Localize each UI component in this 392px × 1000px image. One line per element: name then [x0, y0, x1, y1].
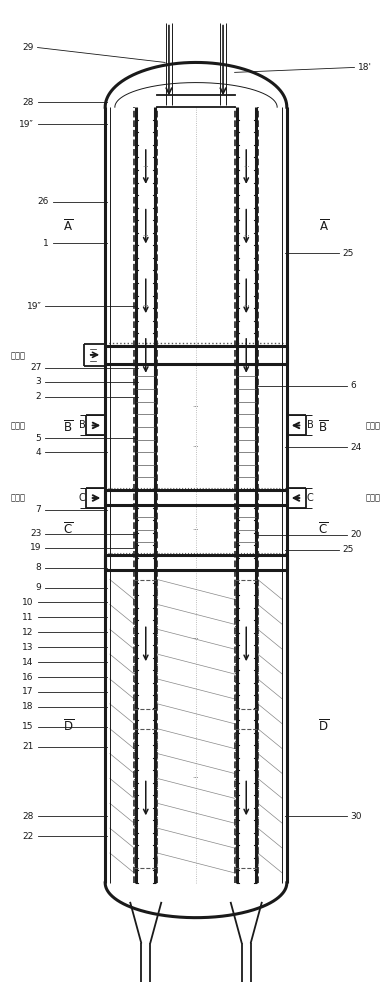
Text: B: B — [307, 420, 313, 430]
Text: ···: ··· — [142, 233, 149, 239]
Text: 1: 1 — [44, 239, 49, 248]
Text: 19″: 19″ — [27, 302, 42, 311]
Text: 21: 21 — [22, 742, 34, 751]
Text: 9: 9 — [36, 583, 42, 592]
Text: ···: ··· — [243, 303, 250, 309]
Text: $\overline{\mathrm{C}}$: $\overline{\mathrm{C}}$ — [318, 522, 328, 538]
Text: 烟气进: 烟气进 — [366, 494, 381, 503]
Text: 17: 17 — [22, 687, 34, 696]
Text: 19″: 19″ — [19, 120, 34, 129]
Text: B: B — [79, 420, 85, 430]
Text: 19: 19 — [30, 543, 42, 552]
Text: 18: 18 — [22, 702, 34, 711]
Text: 30: 30 — [350, 812, 362, 821]
Text: 23: 23 — [30, 529, 42, 538]
Text: ···: ··· — [192, 636, 200, 642]
Text: 22: 22 — [22, 832, 34, 841]
Text: 氨气进: 氨气进 — [11, 421, 26, 430]
Text: ···: ··· — [243, 233, 250, 239]
Text: 11: 11 — [22, 613, 34, 622]
Text: $\overline{\mathrm{B}}$: $\overline{\mathrm{B}}$ — [64, 419, 74, 435]
Text: 28: 28 — [22, 98, 34, 107]
Text: 16: 16 — [22, 673, 34, 682]
Text: 烟气出: 烟气出 — [11, 351, 26, 360]
Text: 13: 13 — [22, 643, 34, 652]
Text: 25: 25 — [343, 249, 354, 258]
Text: 20: 20 — [350, 530, 362, 539]
Text: 27: 27 — [30, 363, 42, 372]
Text: 10: 10 — [22, 598, 34, 607]
Text: 4: 4 — [36, 448, 42, 457]
Text: $\overline{\mathrm{A}}$: $\overline{\mathrm{A}}$ — [64, 219, 73, 234]
Text: 2: 2 — [36, 392, 42, 401]
Text: 3: 3 — [36, 377, 42, 386]
Text: ···: ··· — [142, 303, 149, 309]
Text: 氨气进: 氨气进 — [366, 421, 381, 430]
Text: $\overline{\mathrm{D}}$: $\overline{\mathrm{D}}$ — [63, 718, 74, 734]
Text: $\overline{\mathrm{A}}$: $\overline{\mathrm{A}}$ — [319, 219, 328, 234]
Text: 18': 18' — [358, 63, 372, 72]
Text: ···: ··· — [192, 444, 200, 450]
Text: ···: ··· — [243, 164, 250, 170]
Text: 14: 14 — [22, 658, 34, 667]
Text: ···: ··· — [192, 527, 200, 533]
Text: 6: 6 — [350, 381, 356, 390]
Text: C: C — [307, 493, 313, 503]
Text: ···: ··· — [192, 404, 200, 410]
Text: 29: 29 — [22, 43, 34, 52]
Text: ···: ··· — [192, 775, 200, 781]
Text: $\overline{\mathrm{C}}$: $\overline{\mathrm{C}}$ — [64, 522, 74, 538]
Text: 28: 28 — [22, 812, 34, 821]
Text: 烟气进: 烟气进 — [11, 494, 26, 503]
Text: 12: 12 — [22, 628, 34, 637]
Text: 25: 25 — [343, 545, 354, 554]
Text: 24: 24 — [350, 443, 362, 452]
Text: 26: 26 — [38, 197, 49, 206]
Text: 5: 5 — [36, 434, 42, 443]
Text: C: C — [79, 493, 85, 503]
Text: ···: ··· — [142, 164, 149, 170]
Text: $\overline{\mathrm{D}}$: $\overline{\mathrm{D}}$ — [318, 718, 329, 734]
Text: 7: 7 — [36, 505, 42, 514]
Text: 8: 8 — [36, 563, 42, 572]
Text: $\overline{\mathrm{B}}$: $\overline{\mathrm{B}}$ — [318, 419, 328, 435]
Text: 15: 15 — [22, 722, 34, 731]
